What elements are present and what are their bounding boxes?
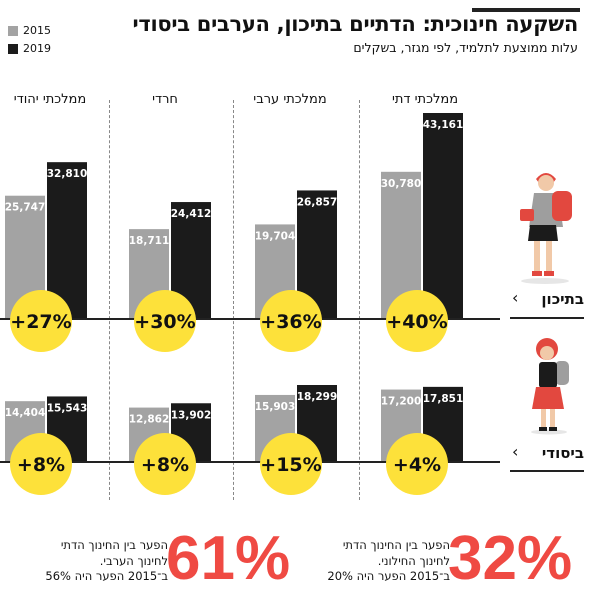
bar-value-label: 30,780	[381, 178, 422, 190]
note-line: לחינוך הערבי.	[99, 553, 168, 568]
change-badge	[386, 433, 448, 495]
note-text: הפער בין החינוך הדתי לחינוך הערבי. ב־201…	[18, 538, 168, 585]
bar-value-label: 13,902	[171, 409, 212, 421]
note-line: הפער בין החינוך הדתי	[342, 538, 450, 552]
chart-marks: 25,747 18,711 19,704 30,780 32,810 24,412 26,8…	[5, 113, 464, 495]
bar-value-label: 14,404	[5, 407, 46, 419]
row-rule-high-school	[510, 317, 584, 319]
note-line: לחינוך החילוני.	[377, 553, 450, 568]
bar-value-label: 12,862	[129, 414, 170, 426]
column-header-mamlachti-yehudi: ממלכתי יהודי	[13, 92, 87, 107]
bar-value-label: 32,810	[47, 168, 88, 180]
header-rule	[472, 8, 580, 12]
bar-2019	[47, 162, 87, 318]
gap-percentage: 61%	[166, 524, 291, 593]
elementary-student-illustration	[531, 338, 569, 435]
chart-subtitle: עלות ממוצעת לתלמיד, לפי מגזר, בשקלים	[353, 40, 578, 55]
note-religious-vs-arab: הפער בין החינוך הדתי לחינוך הערבי. ב־201…	[18, 528, 290, 592]
gap-percentage: 32%	[448, 524, 573, 593]
change-badge	[10, 290, 72, 352]
change-label: +8%	[17, 454, 65, 476]
baseline-elementary	[0, 461, 500, 463]
change-label: +4%	[393, 454, 441, 476]
legend-label-2015: 2015	[23, 24, 51, 37]
bar-value-label: 24,412	[171, 208, 212, 220]
column-header-haredi: חרדי	[152, 92, 178, 107]
column-header-mamlachti-aravi: ממלכתי ערבי	[253, 92, 327, 107]
bar-value-label: 17,851	[423, 393, 464, 405]
column-divider	[359, 100, 360, 500]
legend-swatch-2015	[8, 25, 18, 36]
legend-swatch-2019	[8, 43, 18, 54]
legend-2019: 2019	[8, 42, 51, 55]
chevron-left-icon: ‹	[512, 288, 519, 307]
row-rule-elementary	[510, 470, 584, 472]
chart-title: השקעה חינוכית: הדתיים בתיכון, הערבים ביס…	[132, 12, 579, 36]
bar-value-label: 15,903	[255, 401, 296, 413]
bar-value-label: 25,747	[5, 202, 46, 214]
change-badge	[260, 433, 322, 495]
row-label-elementary: ביסודי	[541, 444, 584, 462]
legend-label-2019: 2019	[23, 42, 51, 55]
note-religious-vs-secular: הפער בין החינוך הדתי לחינוך החילוני. ב־2…	[300, 528, 572, 592]
note-line: הפער בין החינוך הדתי	[60, 538, 168, 552]
change-badge	[134, 433, 196, 495]
row-label-high-school: בתיכון	[541, 290, 584, 308]
note-line: ב־2015 הפער היה 20%	[327, 569, 450, 584]
high-school-student-illustration	[520, 173, 572, 284]
baseline-high-school	[0, 318, 500, 320]
bar-2019	[423, 113, 463, 318]
change-badge	[10, 433, 72, 495]
bar-value-label: 43,161	[423, 119, 464, 131]
change-label: +30%	[134, 311, 195, 333]
bar-chart: 25,747 18,711 19,704 30,780 32,810 24,412 26,8…	[5, 113, 464, 495]
change-label: +36%	[260, 311, 321, 333]
bar-value-label: 26,857	[297, 196, 338, 208]
column-divider	[233, 100, 234, 500]
bar-value-label: 18,299	[297, 391, 338, 403]
change-label: +8%	[141, 454, 189, 476]
change-label: +27%	[10, 311, 71, 333]
bar-value-label: 15,543	[47, 402, 88, 414]
change-badge	[260, 290, 322, 352]
change-label: +15%	[260, 454, 321, 476]
column-header-mamlachti-dati: ממלכתי דתי	[391, 92, 459, 107]
note-text: הפער בין החינוך הדתי לחינוך החילוני. ב־2…	[300, 538, 450, 585]
bar-value-label: 17,200	[381, 396, 422, 408]
change-label: +40%	[386, 311, 447, 333]
note-line: ב־2015 הפער היה 56%	[45, 569, 168, 584]
chevron-left-icon: ‹	[512, 442, 519, 461]
change-badge	[134, 290, 196, 352]
change-badge	[386, 290, 448, 352]
column-divider	[109, 100, 110, 500]
bar-value-label: 19,704	[255, 230, 296, 242]
legend-2015: 2015	[8, 24, 51, 37]
bar-value-label: 18,711	[129, 235, 170, 247]
